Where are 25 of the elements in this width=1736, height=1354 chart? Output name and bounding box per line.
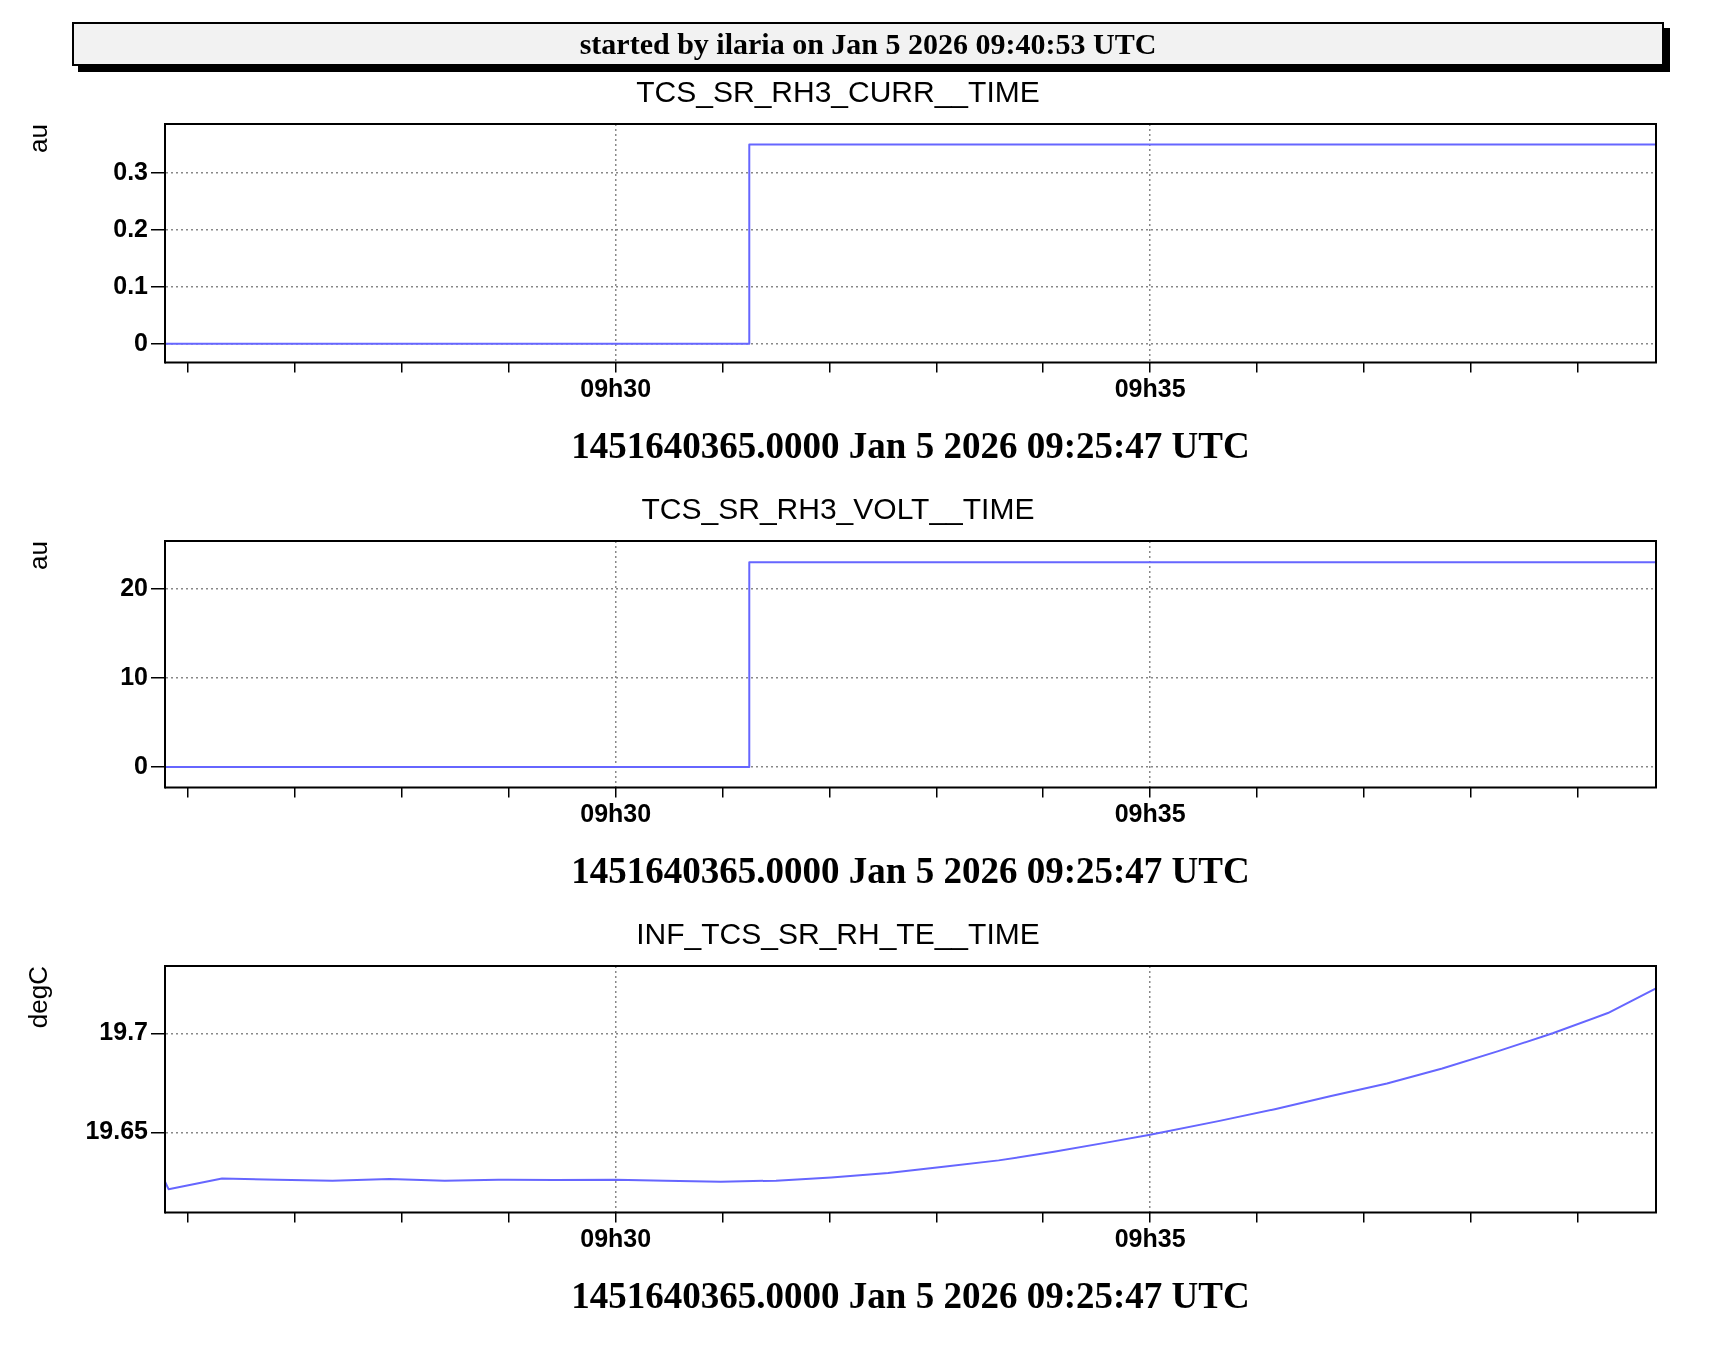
y-axis-title: degC <box>22 966 53 1029</box>
y-axis-title: au <box>22 124 53 153</box>
chart-title: TCS_SR_RH3_CURR__TIME <box>636 75 1040 109</box>
chart-title: INF_TCS_SR_RH_TE__TIME <box>636 917 1040 951</box>
chart-title: TCS_SR_RH3_VOLT__TIME <box>641 492 1035 526</box>
y-tick-label: 0.2 <box>113 213 148 242</box>
x-axis-title: 1451640365.0000 Jan 5 2026 09:25:47 UTC <box>571 425 1250 467</box>
x-tick-label: 09h35 <box>1114 799 1186 828</box>
x-axis-title: 1451640365.0000 Jan 5 2026 09:25:47 UTC <box>571 850 1250 892</box>
y-axis-title: au <box>22 541 53 570</box>
text: started by ilaria on Jan 5 2026 09:40:53 UTC <box>72 22 1664 66</box>
x-tick-label: 09h30 <box>580 1224 652 1253</box>
y-tick-label: 20 <box>120 572 148 601</box>
y-tick-label: 0 <box>134 751 148 780</box>
y-tick-label: 0.3 <box>113 156 148 185</box>
y-tick-label: 0 <box>134 327 148 356</box>
y-tick-label: 19.7 <box>99 1017 148 1046</box>
y-tick-label: 0.1 <box>113 270 149 299</box>
x-tick-label: 09h35 <box>1114 1224 1186 1253</box>
x-tick-label: 09h30 <box>580 374 652 403</box>
x-tick-label: 09h35 <box>1114 374 1186 403</box>
y-tick-label: 10 <box>120 661 148 690</box>
y-tick-label: 19.65 <box>85 1116 149 1145</box>
x-tick-label: 09h30 <box>580 799 652 828</box>
x-axis-title: 1451640365.0000 Jan 5 2026 09:25:47 UTC <box>571 1275 1250 1317</box>
